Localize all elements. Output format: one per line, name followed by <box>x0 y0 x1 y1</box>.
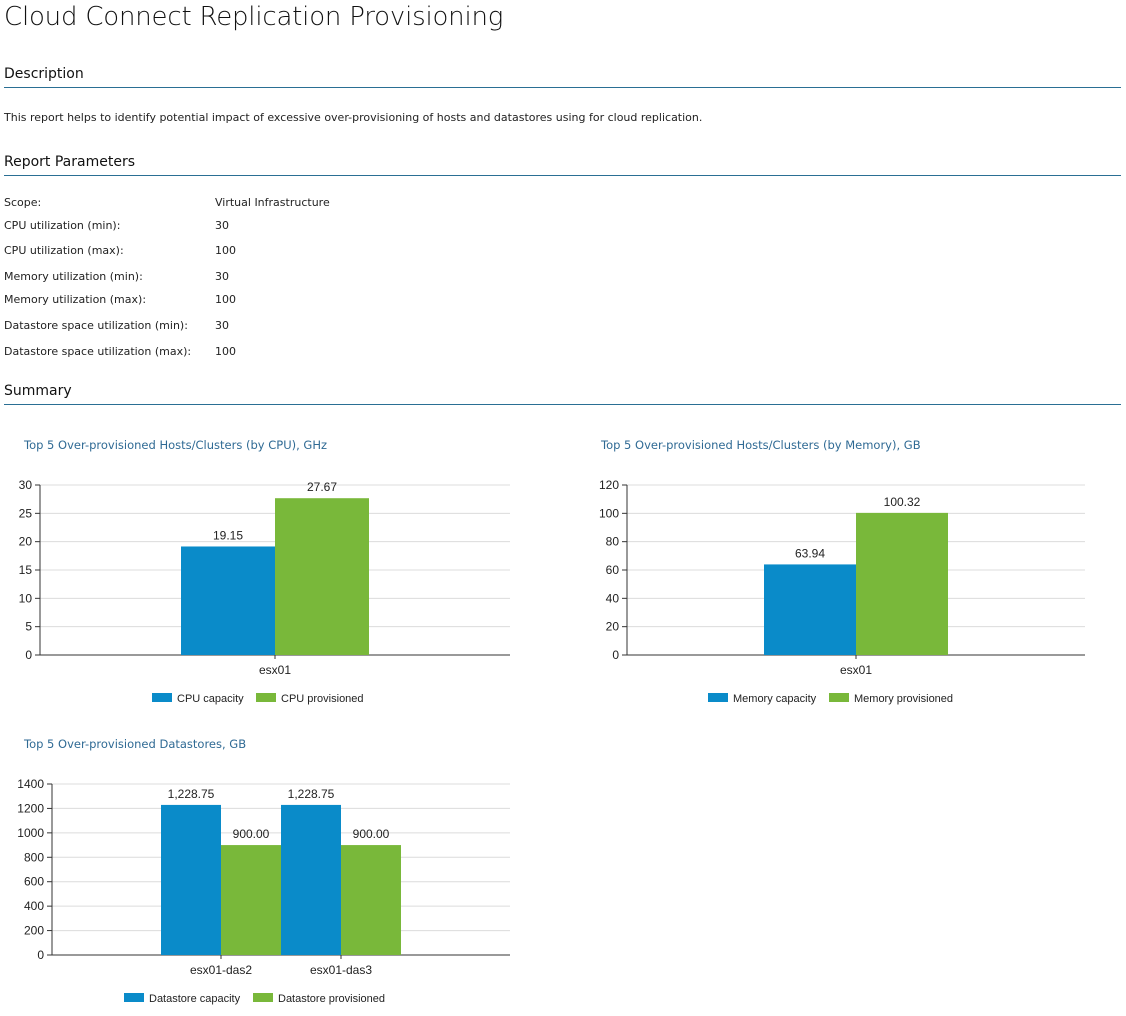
param-datastore-min-label: Datastore space utilization (min): <box>4 319 188 332</box>
legend-swatch <box>829 693 849 702</box>
x-tick-label: esx01 <box>259 663 291 677</box>
y-tick-label: 40 <box>606 591 620 605</box>
param-cpu-min-label: CPU utilization (min): <box>4 219 121 232</box>
param-scope-label: Scope: <box>4 196 42 209</box>
bar <box>161 804 221 955</box>
param-cpu-max-value: 100 <box>215 244 236 257</box>
y-tick-label: 5 <box>25 620 32 634</box>
param-memory-min-value: 30 <box>215 270 229 283</box>
bar <box>764 564 856 655</box>
legend-label: Memory provisioned <box>854 693 953 705</box>
y-tick-label: 0 <box>25 648 32 662</box>
cpu-chart: 0 5 10 15 20 25 30 19.15 27.67 esx01 CPU capacity C… <box>19 478 510 705</box>
param-cpu-max-label: CPU utilization (max): <box>4 244 124 257</box>
legend-label: Datastore provisioned <box>278 993 385 1005</box>
param-memory-max-value: 100 <box>215 293 236 306</box>
datastore-chart: 0 200 400 600 800 1000 1200 1400 1,228.75 900.00 e… <box>17 777 510 1005</box>
param-datastore-max-value: 100 <box>215 345 236 358</box>
data-label: 27.67 <box>307 480 337 494</box>
y-tick-label: 1400 <box>17 777 44 791</box>
y-tick-label: 1000 <box>17 826 44 840</box>
y-tick-label: 0 <box>612 648 619 662</box>
y-tick-label: 100 <box>599 506 619 520</box>
data-label: 1,228.75 <box>288 787 335 801</box>
y-tick-label: 1200 <box>17 801 44 815</box>
y-tick-label: 800 <box>24 850 44 864</box>
legend-label: CPU capacity <box>177 693 244 705</box>
y-tick-label: 0 <box>37 948 44 962</box>
param-memory-min-label: Memory utilization (min): <box>4 270 143 283</box>
bar <box>341 845 401 955</box>
y-tick-label: 60 <box>606 563 620 577</box>
datastore-chart-title: Top 5 Over-provisioned Datastores, GB <box>24 737 247 751</box>
data-label: 900.00 <box>233 827 270 841</box>
legend-swatch <box>253 993 273 1002</box>
summary-rule <box>4 404 1121 405</box>
y-tick-label: 10 <box>19 591 33 605</box>
y-tick-label: 30 <box>19 478 33 492</box>
legend-label: Datastore capacity <box>149 993 241 1005</box>
y-tick-label: 120 <box>599 478 619 492</box>
bar <box>221 845 281 955</box>
page-title: Cloud Connect Replication Provisioning <box>4 2 504 32</box>
y-tick-label: 20 <box>606 620 620 634</box>
bar <box>281 804 341 955</box>
y-tick-label: 80 <box>606 535 620 549</box>
data-label: 19.15 <box>213 528 243 542</box>
data-label: 63.94 <box>795 546 825 560</box>
legend-swatch <box>256 693 276 702</box>
param-scope-value: Virtual Infrastructure <box>215 196 330 209</box>
cpu-chart-title: Top 5 Over-provisioned Hosts/Clusters (b… <box>24 438 327 452</box>
data-label: 900.00 <box>353 827 390 841</box>
y-tick-label: 200 <box>24 924 44 938</box>
report-parameters-heading: Report Parameters <box>4 154 135 170</box>
y-tick-label: 400 <box>24 899 44 913</box>
data-label: 100.32 <box>884 495 921 509</box>
x-tick-label: esx01 <box>840 663 872 677</box>
param-datastore-min-value: 30 <box>215 319 229 332</box>
description-rule <box>4 87 1121 88</box>
report-parameters-rule <box>4 175 1121 176</box>
data-label: 1,228.75 <box>168 787 215 801</box>
y-tick-label: 600 <box>24 875 44 889</box>
bar <box>181 546 275 655</box>
y-tick-label: 20 <box>19 535 33 549</box>
x-tick-label: esx01-das3 <box>310 963 372 977</box>
param-datastore-max-label: Datastore space utilization (max): <box>4 345 192 358</box>
description-text: This report helps to identify potential … <box>4 111 703 124</box>
y-tick-label: 15 <box>19 563 33 577</box>
description-heading: Description <box>4 66 84 82</box>
legend-label: Memory capacity <box>733 693 817 705</box>
bar <box>856 512 948 655</box>
memory-chart-title: Top 5 Over-provisioned Hosts/Clusters (b… <box>601 438 921 452</box>
legend-label: CPU provisioned <box>281 693 364 705</box>
legend-swatch <box>152 693 172 702</box>
summary-heading: Summary <box>4 383 72 399</box>
param-cpu-min-value: 30 <box>215 219 229 232</box>
memory-chart: 0 20 40 60 80 100 120 63.94 100.32 esx01 Memory ca… <box>599 478 1085 705</box>
legend-swatch <box>708 693 728 702</box>
y-tick-label: 25 <box>19 506 33 520</box>
bar <box>275 498 369 655</box>
param-memory-max-label: Memory utilization (max): <box>4 293 147 306</box>
x-tick-label: esx01-das2 <box>190 963 252 977</box>
legend-swatch <box>124 993 144 1002</box>
